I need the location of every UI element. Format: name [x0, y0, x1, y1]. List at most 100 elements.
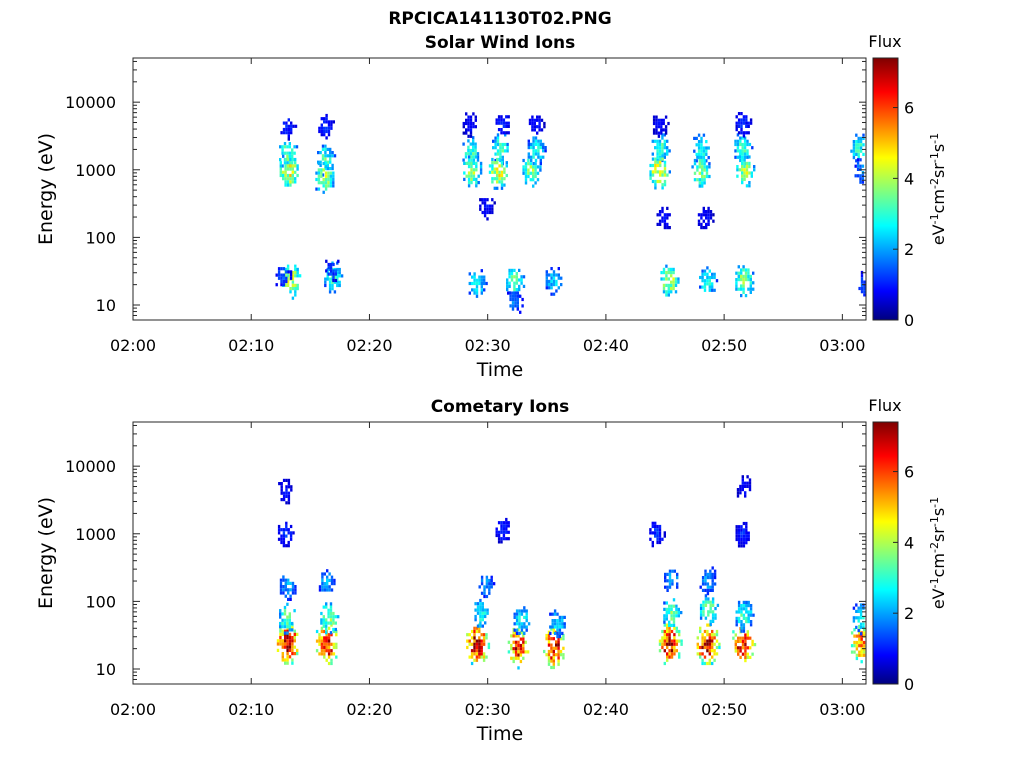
spectrogram-cell	[855, 133, 858, 137]
spectrogram-cell	[652, 131, 656, 135]
spectrogram-cell	[747, 274, 750, 278]
spectrogram-cell	[859, 609, 863, 613]
spectrogram-cell	[749, 274, 752, 278]
spectrogram-cell	[288, 655, 292, 659]
spectrogram-cell	[277, 270, 281, 274]
spectrogram-cell	[654, 163, 657, 168]
spectrogram-cell	[715, 639, 719, 643]
spectrogram-cell	[850, 149, 853, 153]
spectrogram-cell	[467, 134, 470, 138]
spectrogram-cell	[492, 146, 495, 150]
x-tick-label: 03:00	[819, 700, 865, 719]
spectrogram-cell	[664, 572, 667, 576]
x-tick-label: 03:00	[819, 336, 865, 355]
spectrogram-cell	[701, 158, 704, 163]
spectrogram-cell	[481, 611, 484, 615]
spectrogram-cell	[533, 118, 536, 122]
spectrogram-cell	[649, 528, 652, 532]
spectrogram-cell	[332, 652, 336, 656]
spectrogram-cell	[294, 274, 297, 278]
spectrogram-cell	[749, 623, 753, 627]
spectrogram-cell	[709, 619, 712, 623]
spectrogram-cell	[484, 614, 487, 619]
spectrogram-cell	[486, 204, 489, 208]
spectrogram-cell	[295, 145, 299, 149]
spectrogram-cell	[503, 183, 506, 187]
spectrogram-cell	[744, 278, 748, 282]
spectrogram-cell	[324, 151, 327, 155]
spectrogram-cell	[737, 121, 741, 125]
spectrogram-cell	[555, 640, 558, 644]
spectrogram-cell	[740, 604, 743, 608]
spectrogram-cell	[470, 174, 473, 178]
spectrogram-cell	[708, 279, 711, 283]
spectrogram-cell	[711, 597, 715, 601]
spectrogram-cell	[288, 618, 291, 622]
spectrogram-cell	[322, 605, 325, 609]
spectrogram-cell	[473, 658, 476, 662]
spectrogram-cell	[462, 131, 465, 135]
spectrogram-cell	[552, 662, 555, 666]
spectrogram-cell	[338, 271, 341, 275]
spectrogram-cell	[663, 133, 666, 137]
spectrogram-cell	[531, 121, 534, 126]
spectrogram-cell	[333, 582, 336, 586]
spectrogram-cell	[501, 155, 504, 159]
spectrogram-cell	[857, 143, 860, 147]
spectrogram-cell	[480, 288, 483, 292]
spectrogram-cell	[673, 569, 676, 573]
spectrogram-cell	[503, 167, 506, 171]
spectrogram-cell	[517, 666, 520, 670]
spectrogram-cell	[317, 171, 321, 175]
spectrogram-cell	[326, 154, 329, 158]
spectrogram-cell	[666, 652, 669, 656]
spectrogram-cell	[483, 207, 487, 211]
spectrogram-cell	[860, 637, 863, 641]
spectrogram-cell	[862, 628, 866, 632]
spectrogram-cell	[743, 158, 746, 162]
spectrogram-cell	[695, 143, 698, 147]
spectrogram-cell	[707, 213, 710, 217]
spectrogram-cell	[488, 578, 491, 583]
spectrogram-cell	[537, 142, 540, 146]
spectrogram-cell	[666, 146, 669, 150]
spectrogram-cell	[742, 268, 745, 272]
spectrogram-cell	[327, 636, 331, 640]
spectrogram-cell	[288, 612, 291, 616]
spectrogram-cell	[666, 152, 669, 156]
spectrogram-cell	[735, 128, 738, 132]
spectrogram-cell	[325, 126, 328, 130]
spectrogram-cell	[737, 639, 740, 643]
spectrogram-cell	[672, 623, 676, 627]
spectrogram-cell	[286, 173, 290, 178]
spectrogram-cell	[330, 123, 333, 127]
spectrogram-cell	[323, 126, 326, 130]
spectrogram-cell	[287, 494, 291, 498]
spectrogram-cell	[668, 582, 672, 586]
spectrogram-cell	[474, 115, 477, 119]
spectrogram-cell	[715, 652, 719, 656]
spectrogram-cell	[665, 617, 668, 621]
spectrogram-cell	[275, 283, 278, 287]
spectrogram-cell	[532, 155, 535, 159]
spectrogram-cell	[737, 607, 741, 611]
spectrogram-cell	[706, 592, 710, 596]
spectrogram-cell	[553, 612, 557, 616]
spectrogram-cell	[498, 157, 501, 162]
spectrogram-cell	[661, 152, 664, 156]
spectrogram-cell	[670, 642, 674, 646]
spectrogram-cell	[744, 494, 747, 498]
spectrogram-cell	[747, 600, 750, 604]
spectrogram-cell	[557, 653, 560, 657]
spectrogram-cell	[315, 629, 319, 634]
spectrogram-cell	[522, 656, 525, 660]
spectrogram-cell	[483, 585, 486, 589]
spectrogram-cell	[480, 578, 484, 583]
spectrogram-cell	[862, 625, 865, 629]
spectrogram-cell	[672, 287, 675, 291]
spectrogram-cell	[859, 140, 863, 144]
spectrogram-cell	[708, 661, 711, 666]
spectrogram-cell	[294, 264, 297, 268]
spectrogram-cell	[502, 524, 506, 528]
spectrogram-cell	[520, 612, 524, 616]
